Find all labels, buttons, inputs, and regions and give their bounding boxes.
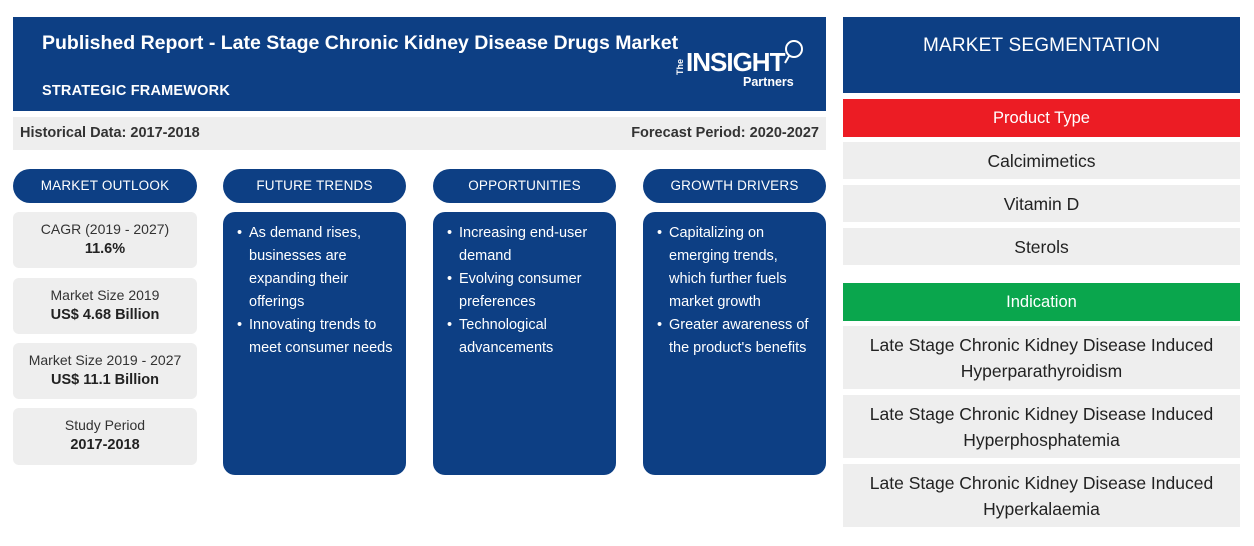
logo-partners: Partners [743,75,794,89]
stat-value: US$ 4.68 Billion [50,307,160,323]
segment-item: Late Stage Chronic Kidney Disease Induce… [843,464,1240,527]
logo-brand: INSIGHT [686,47,785,77]
report-title: Published Report - Late Stage Chronic Ki… [42,32,679,54]
list-item: • Capitalizing on emerging trends, which … [657,225,787,310]
market-segmentation-heading: MARKET SEGMENTATION [843,17,1240,93]
indication-heading: Indication [843,283,1240,321]
stat-market-size-range: Market Size 2019 - 2027 US$ 11.1 Billion [13,343,197,399]
historical-data: Historical Data: 2017-2018 [20,125,200,141]
future-trends-heading: FUTURE TRENDS [223,169,406,203]
stat-study-period: Study Period 2017-2018 [13,408,197,465]
logo-the: The [675,58,685,75]
stat-value: 11.6% [84,241,126,257]
list-item: • Technological advancements [447,317,554,356]
stat-label: Study Period [64,417,146,433]
market-outlook-heading: MARKET OUTLOOK [13,169,197,203]
segment-item: Late Stage Chronic Kidney Disease Induce… [843,395,1240,458]
opportunities-card: • Increasing end-user demand • Evolving co… [433,212,616,475]
insight-partners-logo: The INSIGHT Partners [675,39,805,89]
stat-label: CAGR (2019 - 2027) [40,221,170,237]
future-trends-card: • As demand rises, businesses are expandi… [223,212,406,475]
opportunities-heading: OPPORTUNITIES [433,169,616,203]
list-item: • As demand rises, businesses are expandi… [237,225,362,310]
stat-market-size-2019: Market Size 2019 US$ 4.68 Billion [13,278,197,334]
growth-drivers-card: • Capitalizing on emerging trends, which … [643,212,826,475]
growth-drivers-heading: GROWTH DRIVERS [643,169,826,203]
list-item: • Innovating trends to meet consumer need… [237,317,393,356]
segment-item: Late Stage Chronic Kidney Disease Induce… [843,326,1240,389]
list-item: • Evolving consumer preferences [447,271,582,310]
bulb-icon [784,40,803,64]
segment-item: Calcimimetics [843,142,1240,179]
list-item: • Increasing end-user demand [447,225,588,264]
forecast-period: Forecast Period: 2020-2027 [631,125,819,141]
period-bar: Historical Data: 2017-2018 Forecast Peri… [13,117,826,150]
segment-item: Sterols [843,228,1240,265]
stat-value: 2017-2018 [70,437,140,453]
stat-label: Market Size 2019 - 2027 [28,352,182,368]
segment-item: Vitamin D [843,185,1240,222]
report-header: Published Report - Late Stage Chronic Ki… [13,17,826,111]
stat-value: US$ 11.1 Billion [51,372,159,388]
list-item: • Greater awareness of the product's bene… [657,317,809,356]
report-subtitle: STRATEGIC FRAMEWORK [42,83,230,99]
product-type-heading: Product Type [843,99,1240,137]
stat-cagr: CAGR (2019 - 2027) 11.6% [13,212,197,268]
stat-label: Market Size 2019 [50,287,160,303]
